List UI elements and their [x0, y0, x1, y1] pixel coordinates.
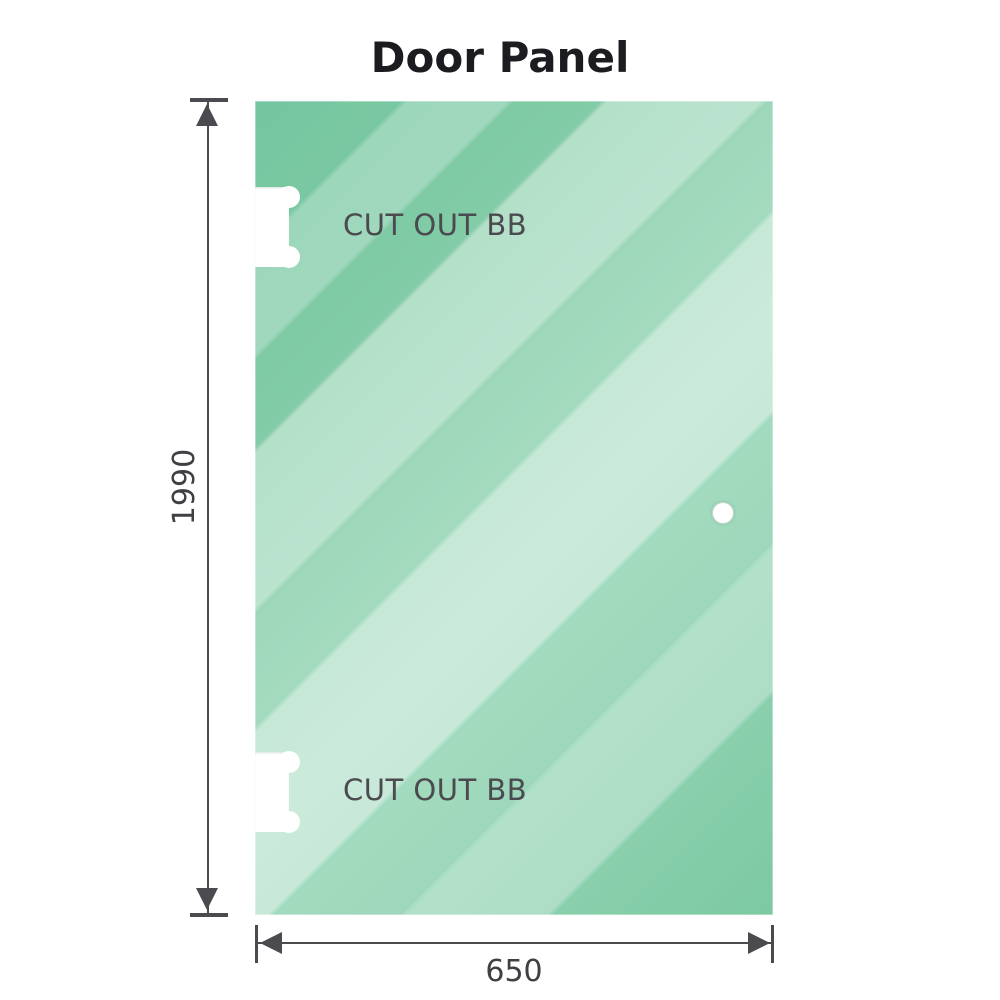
height-dimension-label: 1990 [167, 448, 202, 526]
cutout-lower [255, 751, 300, 833]
arrow-up-icon [196, 104, 218, 126]
cutout-upper-label: CUT OUT BB [343, 208, 528, 242]
arrow-down-icon [196, 888, 218, 910]
height-extension-tick-top [190, 98, 228, 102]
glass-fill [255, 101, 773, 915]
cutout-upper-knob-bottom [278, 246, 300, 268]
width-extension-tick-left [255, 925, 258, 963]
cutout-upper [255, 186, 300, 268]
cutout-lower-label: CUT OUT BB [343, 773, 528, 807]
glass-door-panel: CUT OUT BB CUT OUT BB [255, 101, 773, 915]
arrow-right-icon [748, 932, 770, 954]
arrow-left-icon [260, 932, 282, 954]
height-dimension-line [207, 101, 209, 915]
width-extension-tick-right [771, 925, 774, 963]
cutout-lower-knob-bottom [278, 811, 300, 833]
width-dimension-label: 650 [485, 954, 543, 989]
height-extension-tick-bottom [190, 913, 228, 917]
cutout-upper-knob-top [278, 186, 300, 208]
cutout-lower-knob-top [278, 751, 300, 773]
handle-hole-icon [712, 502, 734, 524]
page-title: Door Panel [370, 33, 630, 82]
width-dimension-line [257, 942, 773, 944]
